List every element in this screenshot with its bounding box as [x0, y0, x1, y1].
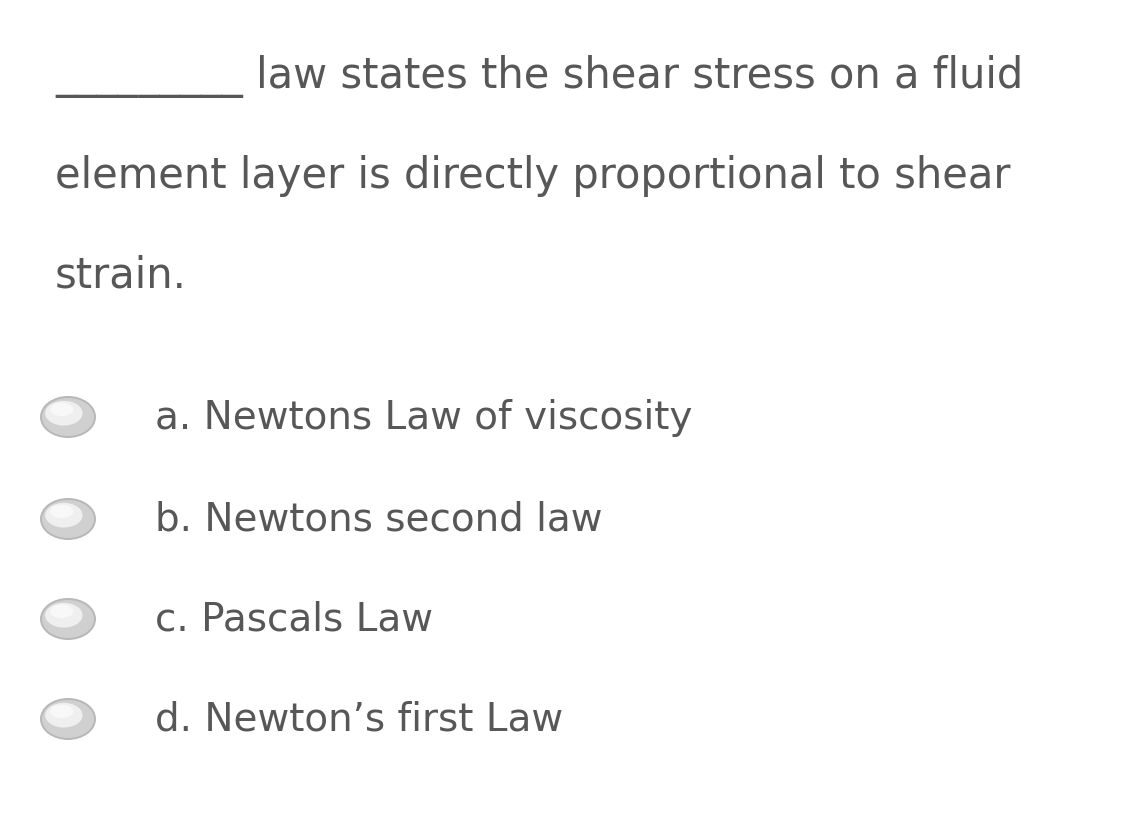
Ellipse shape [40, 698, 96, 740]
Ellipse shape [40, 396, 96, 438]
Ellipse shape [45, 703, 82, 727]
Ellipse shape [45, 401, 82, 426]
Ellipse shape [42, 399, 94, 437]
Ellipse shape [40, 598, 96, 640]
Ellipse shape [40, 499, 96, 541]
Ellipse shape [50, 705, 73, 718]
Ellipse shape [50, 605, 73, 618]
Text: element layer is directly proportional to shear: element layer is directly proportional t… [55, 155, 1010, 197]
Ellipse shape [42, 700, 94, 738]
Text: b. Newtons second law: b. Newtons second law [155, 500, 603, 538]
Text: a. Newtons Law of viscosity: a. Newtons Law of viscosity [155, 399, 692, 437]
Ellipse shape [45, 603, 82, 628]
Text: _________ law states the shear stress on a fluid: _________ law states the shear stress on… [55, 55, 1024, 98]
Text: c. Pascals Law: c. Pascals Law [155, 600, 433, 638]
Ellipse shape [42, 600, 94, 638]
Ellipse shape [45, 503, 82, 528]
Ellipse shape [50, 403, 73, 417]
Ellipse shape [50, 505, 73, 518]
Text: d. Newton’s first Law: d. Newton’s first Law [155, 700, 564, 738]
Text: strain.: strain. [55, 255, 187, 296]
Ellipse shape [42, 500, 94, 538]
